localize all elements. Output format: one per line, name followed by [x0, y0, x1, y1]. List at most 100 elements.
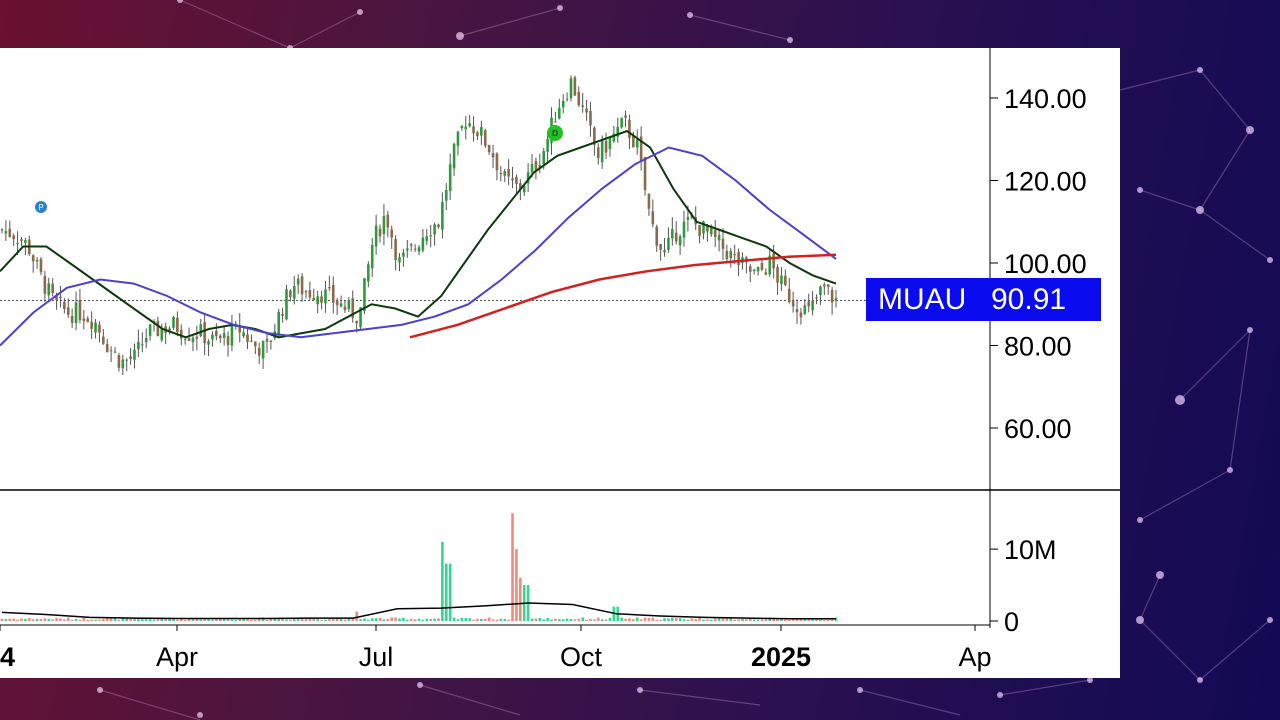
candle-body — [565, 98, 569, 100]
candle-body — [281, 313, 284, 316]
volume-bar — [117, 619, 121, 621]
volume-bar — [164, 618, 167, 621]
candle-body — [82, 318, 86, 322]
candle-body — [277, 311, 281, 336]
volume-bar — [752, 619, 756, 621]
candle-body — [66, 307, 70, 315]
volume-bar — [441, 541, 444, 621]
candle-body — [339, 303, 343, 307]
candle-body — [296, 278, 300, 285]
volume-bar — [667, 618, 670, 621]
volume-bar — [745, 619, 748, 621]
candle-body — [335, 300, 339, 306]
candle-body — [355, 320, 358, 324]
candle-body — [160, 328, 164, 340]
volume-bar — [133, 617, 136, 621]
volume-bar — [16, 619, 19, 621]
volume-bar — [819, 619, 822, 621]
volume-bar — [113, 617, 117, 621]
candle-body — [47, 283, 51, 296]
volume-bar — [331, 618, 335, 621]
candle-body — [437, 224, 440, 228]
time-tick-label: 2025 — [751, 642, 811, 672]
volume-bar — [109, 618, 113, 621]
volume-bar — [179, 617, 183, 621]
candle-body — [787, 288, 791, 303]
volume-bar — [191, 618, 195, 621]
candle-body — [254, 341, 257, 347]
candle-body — [795, 309, 799, 313]
candle-body — [448, 164, 452, 191]
candle-body — [300, 276, 304, 295]
candle-body — [834, 298, 838, 301]
candle-body — [203, 322, 206, 344]
volume-bars — [0, 513, 838, 621]
candle-body — [472, 126, 475, 134]
last-price-value: 90.91 — [991, 283, 1067, 316]
volume-bar — [35, 618, 39, 621]
candle-body — [776, 267, 779, 283]
volume-bar — [378, 618, 382, 621]
candle-body — [791, 299, 795, 307]
volume-bar — [230, 619, 234, 621]
moving-average-short — [0, 129, 837, 339]
volume-bar — [487, 617, 491, 621]
volume-bar — [741, 619, 744, 621]
candle-body — [347, 300, 351, 310]
volume-bar — [300, 618, 304, 621]
volume-bar — [448, 563, 452, 621]
time-tick-label: 4 — [0, 642, 15, 672]
volume-bar — [347, 617, 351, 621]
candle-body — [760, 262, 764, 270]
volume-bar — [339, 618, 343, 621]
candle-body — [207, 341, 210, 345]
volume-bar — [608, 617, 612, 621]
volume-bar — [702, 619, 705, 621]
candle-body — [823, 284, 826, 287]
volume-bar — [569, 618, 573, 621]
candle-body — [90, 321, 93, 329]
volume-bar — [238, 618, 242, 621]
candle-body — [226, 336, 230, 346]
volume-bar — [4, 618, 8, 621]
volume-bar — [417, 618, 421, 621]
volume-bar — [628, 618, 631, 621]
volume-bar — [468, 618, 471, 621]
candle-body — [441, 202, 444, 230]
volume-bar — [199, 619, 203, 621]
volume-bar — [815, 618, 818, 621]
volume-bar — [148, 618, 152, 621]
candle-body — [651, 211, 655, 225]
time-tick-label: Oct — [560, 642, 603, 672]
volume-bar — [24, 618, 27, 621]
volume-bar — [386, 619, 390, 621]
candle-body — [503, 171, 507, 176]
candle-body — [491, 153, 495, 158]
volume-bar — [519, 577, 522, 621]
volume-bar — [499, 618, 503, 621]
volume-bar — [538, 617, 542, 621]
candle-body — [585, 108, 588, 113]
candle-body — [74, 302, 78, 324]
volume-bar — [604, 619, 608, 621]
candle-body — [554, 121, 557, 123]
volume-bar — [105, 618, 109, 621]
candle-body — [464, 126, 468, 130]
candle-body — [320, 296, 323, 303]
volume-bar — [760, 619, 764, 621]
volume-bar — [398, 618, 401, 621]
candle-body — [20, 239, 23, 242]
candle-body — [222, 333, 226, 338]
candle-body — [632, 136, 635, 148]
candle-body — [133, 349, 136, 360]
candle-body — [51, 283, 54, 293]
volume-bar — [803, 618, 807, 621]
time-axis-ticks: 4 Apr Jul Oct 2025 Ap — [0, 625, 992, 672]
volume-bar — [678, 618, 682, 621]
marker-p-icon: P — [35, 201, 47, 213]
volume-bar — [725, 617, 729, 621]
volume-bar — [43, 618, 47, 621]
candle-body — [417, 247, 421, 252]
candle-body — [589, 110, 592, 126]
time-tick-label: Jul — [359, 642, 394, 672]
